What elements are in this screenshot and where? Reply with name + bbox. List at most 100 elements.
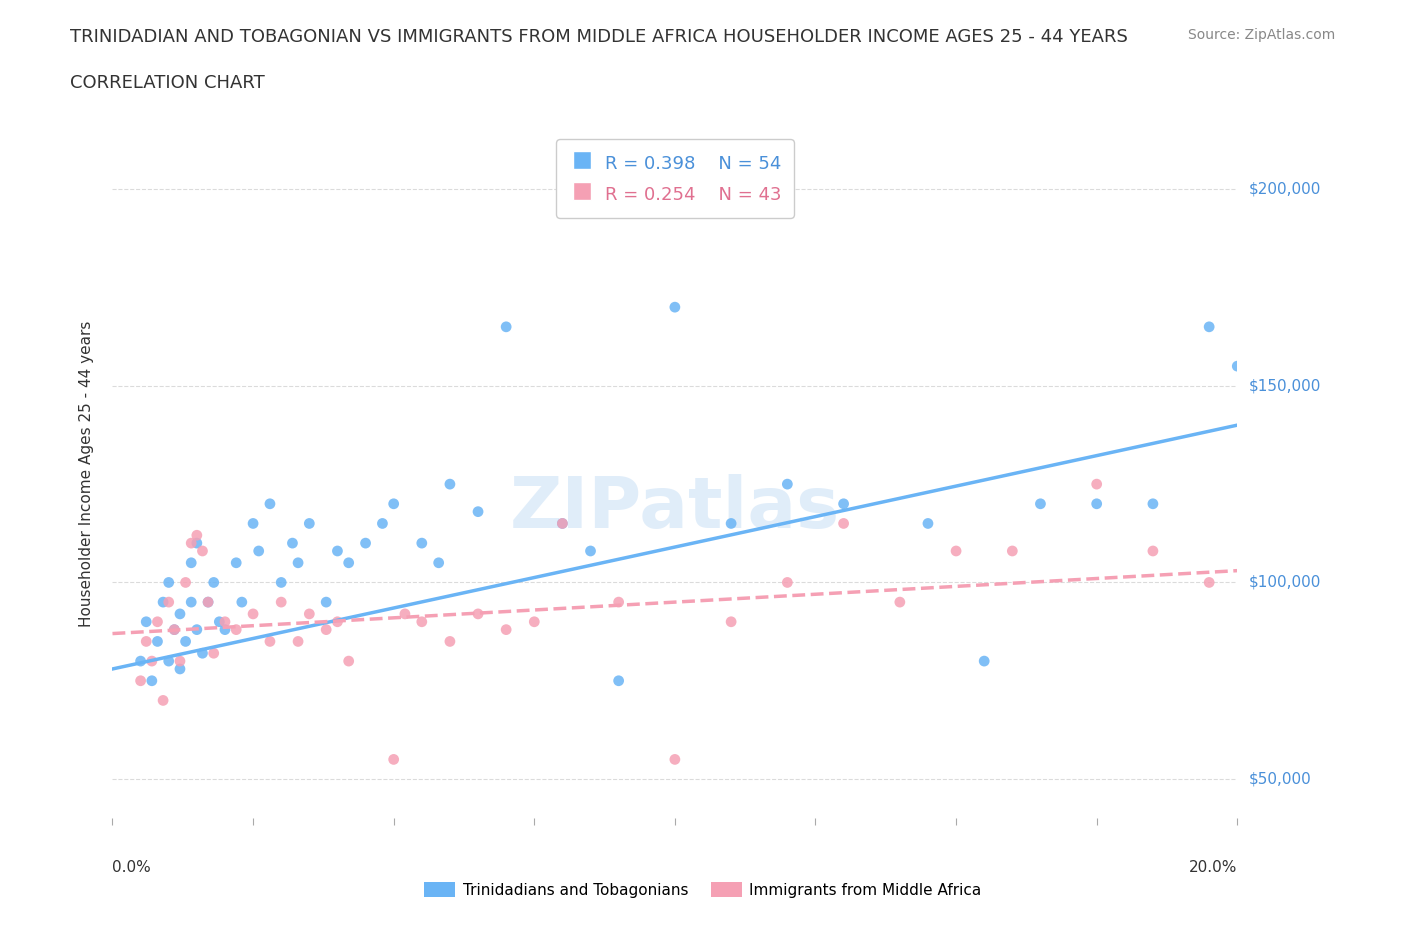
Point [135,615,157,630]
Point [163,622,186,637]
Point [1198,575,1220,590]
Point [371,516,394,531]
Point [174,634,197,649]
Text: CORRELATION CHART: CORRELATION CHART [70,74,266,92]
Point [337,654,360,669]
Point [607,594,630,609]
Point [776,575,799,590]
Point [607,673,630,688]
Point [495,319,517,334]
Point [169,661,191,676]
Point [281,536,304,551]
Point [1085,477,1108,492]
Point [579,543,602,558]
Point [776,477,799,492]
Point [832,497,855,512]
Point [129,673,152,688]
Point [832,516,855,531]
Point [270,594,292,609]
Point [270,575,292,590]
Point [197,594,219,609]
Point [225,622,247,637]
Point [129,654,152,669]
Text: $200,000: $200,000 [1249,181,1320,196]
Point [1142,543,1164,558]
Point [1198,319,1220,334]
Point [169,606,191,621]
Point [917,516,939,531]
Point [202,645,225,660]
Point [439,634,461,649]
Point [287,634,309,649]
Point [467,606,489,621]
Text: $50,000: $50,000 [1249,772,1312,787]
Point [1226,359,1249,374]
Point [467,504,489,519]
Point [202,575,225,590]
Point [242,606,264,621]
Point [157,654,180,669]
Point [664,752,686,767]
Point [152,693,174,708]
Point [1001,543,1024,558]
Legend: R = 0.398    N = 54, R = 0.254    N = 43: R = 0.398 N = 54, R = 0.254 N = 43 [555,140,794,218]
Point [337,555,360,570]
Point [287,555,309,570]
Point [197,594,219,609]
Point [186,536,208,551]
Point [411,615,433,630]
Point [394,606,416,621]
Point [720,615,742,630]
Point [180,594,202,609]
Point [146,634,169,649]
Point [208,615,231,630]
Point [551,516,574,531]
Point [141,654,163,669]
Point [152,594,174,609]
Point [382,752,405,767]
Text: $100,000: $100,000 [1249,575,1320,590]
Point [495,622,517,637]
Point [1085,497,1108,512]
Point [315,622,337,637]
Point [326,615,349,630]
Point [242,516,264,531]
Point [231,594,253,609]
Point [186,622,208,637]
Point [191,543,214,558]
Point [157,575,180,590]
Point [180,536,202,551]
Point [298,516,321,531]
Point [1142,497,1164,512]
Point [259,497,281,512]
Y-axis label: Householder Income Ages 25 - 44 years: Householder Income Ages 25 - 44 years [79,321,94,628]
Point [186,528,208,543]
Legend: Trinidadians and Tobagonians, Immigrants from Middle Africa: Trinidadians and Tobagonians, Immigrants… [419,875,987,904]
Point [214,622,236,637]
Text: 0.0%: 0.0% [112,859,152,875]
Point [354,536,377,551]
Point [945,543,967,558]
Point [889,594,911,609]
Point [163,622,186,637]
Point [247,543,270,558]
Point [141,673,163,688]
Point [191,645,214,660]
Text: ZIPatlas: ZIPatlas [510,474,839,543]
Point [411,536,433,551]
Point [214,615,236,630]
Point [146,615,169,630]
Point [523,615,546,630]
Point [225,555,247,570]
Text: Source: ZipAtlas.com: Source: ZipAtlas.com [1188,28,1336,42]
Point [174,575,197,590]
Point [973,654,995,669]
Point [551,516,574,531]
Point [427,555,450,570]
Point [157,594,180,609]
Text: TRINIDADIAN AND TOBAGONIAN VS IMMIGRANTS FROM MIDDLE AFRICA HOUSEHOLDER INCOME A: TRINIDADIAN AND TOBAGONIAN VS IMMIGRANTS… [70,28,1128,46]
Point [720,516,742,531]
Point [326,543,349,558]
Point [259,634,281,649]
Point [664,299,686,314]
